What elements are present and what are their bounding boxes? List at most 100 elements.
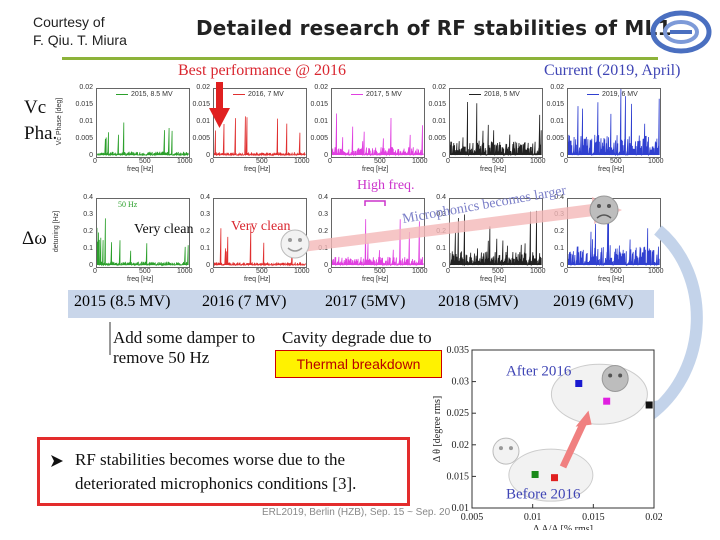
spectrum-line	[96, 218, 189, 267]
x-axis-label: freq [Hz]	[598, 166, 625, 173]
y-tick-label: 0	[89, 152, 93, 159]
x-tick-label: 500	[374, 268, 386, 275]
x-axis-label: freq [Hz]	[362, 276, 389, 283]
degrade-note: Cavity degrade due to	[282, 328, 432, 347]
y-tick-label: 0	[89, 262, 93, 269]
detuning-spectrum-panel-4	[449, 198, 543, 268]
face-part	[508, 446, 513, 451]
x-tick-label: 1000	[530, 268, 546, 275]
y-tick-label: 0.02	[314, 84, 328, 91]
spectrum-line	[567, 88, 660, 157]
x-tick-label: 1000	[412, 158, 428, 165]
x-tick-label: 500	[139, 158, 151, 165]
y-tick-label: 0.005	[310, 135, 328, 142]
y-tick-label: 0	[206, 152, 210, 159]
phase-spectrum-panel-3	[331, 88, 425, 158]
trend-arrow-icon	[300, 197, 622, 252]
footer-conference: ERL2019, Berlin (HZB), Sep. 15 ~ Sep. 20	[262, 507, 451, 518]
high-freq-label: High freq.	[357, 178, 415, 193]
scatter-point-4	[603, 397, 611, 405]
x-axis-label: freq [Hz]	[480, 166, 507, 173]
x-tick-label: 1000	[648, 268, 664, 275]
x-tick-label: 0	[93, 268, 97, 275]
spectrum-trace-1-1	[96, 122, 189, 157]
x-tick-label: 1000	[294, 268, 310, 275]
y-tick-label: 0.4	[436, 194, 446, 201]
detuning-spectrum-panel-1	[96, 198, 190, 268]
spectrum-line	[567, 200, 660, 267]
y-tick-label: 0.005	[75, 135, 93, 142]
x-axis-label: freq [Hz]	[480, 276, 507, 283]
phase-spectrum-panel-1	[96, 88, 190, 158]
x-tick-label: 0	[328, 268, 332, 275]
y-tick-label: 0.3	[83, 211, 93, 218]
spectrum-line	[331, 113, 424, 157]
y-tick-label: 0	[442, 152, 446, 159]
x-tick-label: 0	[210, 158, 214, 165]
curved-arrow-shaft	[646, 225, 703, 420]
stability-scatter-chart: 0.005 0.01 0.015 0.020.0350.030.0250.020.01…	[432, 345, 662, 530]
phase-spectrum-panel-5	[567, 88, 661, 158]
damper-note-line-1: Add some damper to	[113, 328, 256, 347]
spectrum-legend: 2018, 5 MV	[469, 91, 520, 98]
x-tick-label: 0	[328, 158, 332, 165]
year-band: 2015 (8.5 MV) 2016 (7 MV) 2017 (5MV) 201…	[68, 290, 654, 318]
group-ellipse-before	[508, 448, 594, 502]
conclusion-line-2: deteriorated microphonics conditions [3]…	[75, 474, 357, 493]
year-label-2018: 2018 (5MV)	[438, 293, 519, 310]
scatter-y-axis-label: Δ θ [degree rms]	[432, 396, 443, 462]
x-tick-label: 1000	[177, 158, 193, 165]
before-2016-label: Before 2016	[506, 487, 581, 503]
thermal-breakdown-badge: Thermal breakdown	[275, 350, 442, 378]
y-tick-label: 0.3	[436, 211, 446, 218]
row-label-pha: Pha.	[24, 123, 58, 144]
spectrum-legend: 2017, 5 MV	[351, 91, 402, 98]
y-tick-label: 0.03	[452, 377, 470, 388]
y-tick-label: 0.2	[554, 228, 564, 235]
y-tick-label: 0.4	[554, 194, 564, 201]
y-tick-label: 0.015	[310, 101, 328, 108]
y-tick-label: 0.02	[432, 84, 446, 91]
arrow-bullet-icon	[51, 455, 63, 467]
y-tick-label: 0.02	[550, 84, 564, 91]
y-tick-label: 0	[324, 262, 328, 269]
y-tick-label: 0.005	[192, 135, 210, 142]
smiley-face-icon	[280, 229, 310, 259]
x-tick-label: 500	[610, 158, 622, 165]
y-tick-label: 0.005	[546, 135, 564, 142]
face-part	[492, 437, 520, 465]
red-arrow-head-icon	[209, 108, 230, 128]
face-part	[608, 373, 613, 378]
x-tick-label: 1000	[530, 158, 546, 165]
y-tick-label: 0.02	[196, 84, 210, 91]
y-tick-label: 0.015	[428, 101, 446, 108]
damper-note: Add some damper to remove 50 Hz	[113, 328, 255, 368]
scatter-trend-arrow	[559, 421, 587, 469]
x-tick-label: 0	[93, 158, 97, 165]
y-tick-label: 0.025	[447, 408, 470, 419]
x-tick-label: 0	[446, 268, 450, 275]
damper-note-line-2: remove 50 Hz	[113, 348, 210, 367]
spectrum-trace-2-1	[96, 218, 189, 267]
sad-face-icon-1	[589, 195, 619, 225]
y-tick-label: 0.01	[550, 118, 564, 125]
x-tick-label: 0.01	[524, 512, 542, 523]
x-tick-label: 0	[564, 158, 568, 165]
conclusion-box: RF stabilities becomes worse due to the …	[37, 437, 410, 506]
phase-spectrum-panel-2	[213, 88, 307, 158]
spectrum-trace-2-2	[213, 225, 306, 267]
y-tick-label: 0	[324, 152, 328, 159]
courtesy-line-1: Courtesy of	[33, 14, 105, 30]
y-tick-label: 0.3	[200, 211, 210, 218]
fifty-hz-label: 50 Hz	[118, 200, 138, 209]
title-underline	[62, 57, 658, 60]
current-header: Current (2019, April)	[544, 62, 681, 79]
y-tick-label: 0	[560, 152, 564, 159]
y-tick-label: 0.4	[83, 194, 93, 201]
face-part	[498, 446, 503, 451]
kek-logo-icon	[650, 10, 712, 54]
spectrum-trace-1-3	[331, 113, 424, 157]
very-clean-label-1: Very clean	[134, 222, 194, 237]
spectrum-line	[449, 210, 542, 267]
